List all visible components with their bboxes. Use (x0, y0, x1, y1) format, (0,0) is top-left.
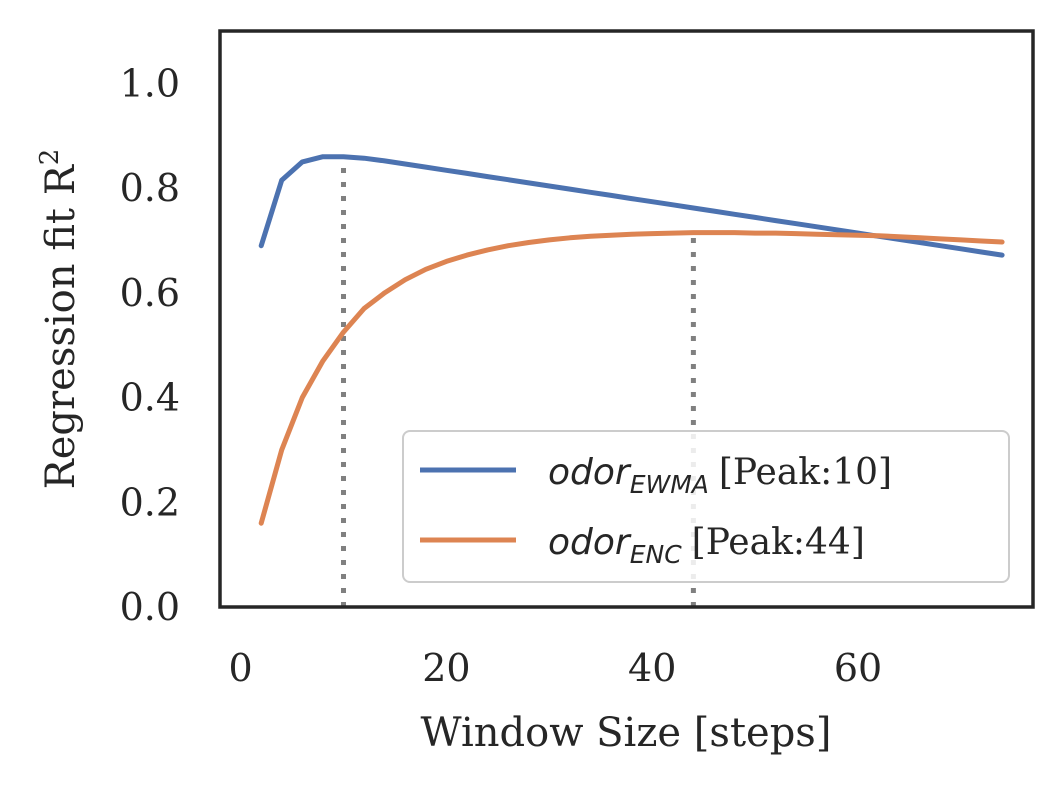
series-line-odor_ENC (258, 230, 1005, 526)
x-tick-label: 20 (422, 646, 470, 690)
y-axis-title: Regression fit R2 (35, 149, 84, 490)
y-tick-labels: 0.0 0.2 0.4 0.6 0.8 1.0 (120, 61, 180, 629)
x-tick-label: 60 (834, 646, 882, 690)
x-tick-label: 0 (228, 646, 252, 690)
x-tick-label: 40 (628, 646, 676, 690)
y-tick-label: 0.0 (120, 585, 180, 629)
legend: odorEWMA [Peak:10] odorENC [Peak:44] (402, 430, 1010, 583)
y-tick-label: 0.6 (120, 271, 180, 315)
y-tick-label: 1.0 (120, 61, 180, 105)
legend-box (402, 430, 1010, 583)
x-axis-title: Window Size [steps] (421, 710, 832, 756)
legend-label-enc: odorENC [Peak:44] (548, 522, 865, 569)
y-tick-label: 0.4 (120, 376, 180, 420)
legend-label-enc-sub: ENC (630, 540, 682, 569)
plot-frame (218, 29, 1035, 609)
legend-label-ewma-sub: EWMA (630, 470, 709, 499)
legend-label-enc-suffix: [Peak:44] (692, 522, 865, 563)
y-axis-title-text: Regression fit R (38, 163, 84, 489)
legend-label-enc-base: odor (548, 522, 632, 563)
series-lines (258, 154, 1005, 526)
peak-markers (340, 156, 696, 607)
y-tick-label: 0.8 (120, 166, 180, 210)
legend-label-ewma-base: odor (548, 452, 632, 493)
legend-label-ewma: odorEWMA [Peak:10] (548, 452, 892, 499)
legend-label-ewma-suffix: [Peak:10] (719, 452, 892, 493)
y-axis-title-superscript: 2 (35, 149, 65, 166)
y-tick-label: 0.2 (120, 480, 180, 524)
x-tick-labels: 0 20 40 60 (228, 646, 882, 690)
